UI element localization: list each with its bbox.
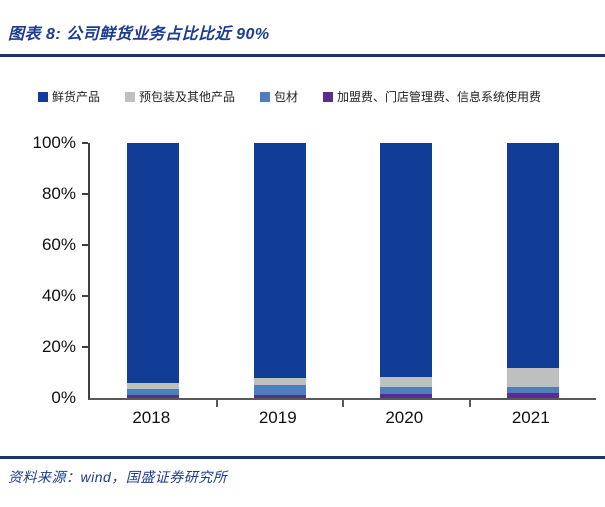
bar-segment xyxy=(253,377,306,386)
legend-swatch xyxy=(38,91,48,102)
legend-label: 包材 xyxy=(274,90,299,104)
legend-item-1: 预包装及其他产品 xyxy=(125,88,235,105)
stacked-bar-2019 xyxy=(253,143,306,398)
bar-segment xyxy=(380,143,433,378)
stacked-bar-2018 xyxy=(127,143,180,398)
bar-segment xyxy=(253,394,306,398)
legend-label: 加盟费、门店管理费、信息系统使用费 xyxy=(337,90,542,104)
bar-slot-2018 xyxy=(90,143,217,398)
x-label-2018: 2018 xyxy=(132,408,171,427)
bar-segment xyxy=(506,393,559,398)
x-tick-mark xyxy=(468,400,471,407)
legend: 鲜货产品 预包装及其他产品 包材 加盟费、门店管理费、信息系统使用费 xyxy=(38,88,601,105)
stacked-bar-2021 xyxy=(506,143,559,398)
figure-title: 图表 8: 公司鲜货业务占比比近 90% xyxy=(8,26,270,43)
legend-item-0: 鲜货产品 xyxy=(38,88,100,105)
bar-segment xyxy=(506,368,559,388)
x-tick-mark xyxy=(215,400,218,407)
x-label-2020: 2020 xyxy=(385,408,424,427)
bar-segment xyxy=(506,387,559,394)
title-rule xyxy=(0,54,605,57)
legend-swatch xyxy=(323,91,334,102)
x-label-2021: 2021 xyxy=(511,408,550,427)
y-tick-label: 40% xyxy=(41,286,76,305)
y-tick-label: 0% xyxy=(51,388,76,407)
bar-segment xyxy=(380,377,433,388)
x-axis-labels: 2018 2019 2020 2021 xyxy=(88,408,594,428)
legend-item-3: 加盟费、门店管理费、信息系统使用费 xyxy=(323,88,541,105)
bar-segment xyxy=(506,143,559,369)
y-tick-mark xyxy=(82,244,88,246)
legend-item-2: 包材 xyxy=(260,88,298,105)
y-tick-label: 20% xyxy=(41,337,76,356)
bar-slot-2019 xyxy=(217,143,344,398)
bar-slot-2021 xyxy=(470,143,597,398)
legend-label: 预包装及其他产品 xyxy=(139,90,236,104)
source-note: 资料来源：wind，国盛证券研究所 xyxy=(8,469,228,485)
y-tick-mark xyxy=(82,346,88,348)
y-tick-label: 100% xyxy=(32,133,76,152)
x-label-2019: 2019 xyxy=(258,408,297,427)
bar-slot-2020 xyxy=(343,143,470,398)
legend-swatch xyxy=(260,91,271,102)
bar-segment xyxy=(380,393,433,398)
bar-segment xyxy=(253,385,306,395)
y-axis-labels: 0% 20% 40% 60% 80% 100% xyxy=(0,133,82,407)
x-tick-mark xyxy=(342,400,344,407)
bar-segment xyxy=(380,387,433,394)
bar-segment xyxy=(127,395,180,398)
bar-segment xyxy=(127,143,180,384)
bar-segment xyxy=(127,389,180,396)
legend-label: 鲜货产品 xyxy=(52,90,101,104)
plot-area xyxy=(82,142,597,407)
y-tick-mark xyxy=(82,142,88,144)
stacked-bar-2020 xyxy=(380,143,433,398)
bar-segment xyxy=(253,143,306,378)
y-tick-mark xyxy=(82,193,88,195)
y-tick-label: 60% xyxy=(41,235,76,254)
y-tick-label: 80% xyxy=(41,184,76,203)
y-tick-mark xyxy=(82,295,88,297)
bar-segment xyxy=(127,383,180,390)
footer-rule xyxy=(0,456,605,459)
legend-swatch xyxy=(125,91,136,102)
